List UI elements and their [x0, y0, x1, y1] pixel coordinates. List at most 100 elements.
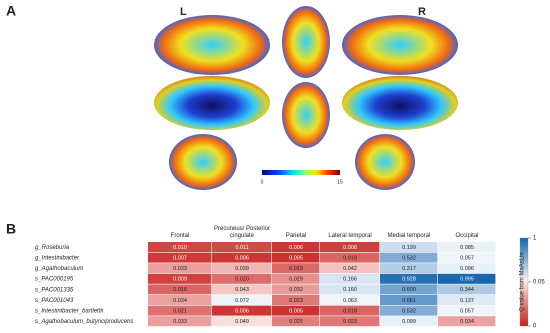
cell-label: 0.160	[343, 287, 357, 293]
brain-colorbar-ticks: 0 15	[261, 179, 343, 185]
cell-label: 0.085	[460, 245, 474, 251]
heat-cell	[212, 252, 272, 263]
cell-label: 0.661	[402, 298, 416, 304]
heat-cell	[148, 273, 212, 284]
cell-label: 0.009	[173, 277, 187, 283]
column-header: Parietal	[285, 233, 307, 239]
brain-anterior	[169, 134, 237, 190]
heat-cell	[438, 284, 496, 295]
row-label: g_Roseburia	[35, 245, 70, 251]
heat-cell	[272, 305, 320, 316]
cell-label: 0.043	[235, 287, 249, 293]
heat-cell	[148, 284, 212, 295]
cell-label: 0.063	[343, 298, 357, 304]
brain-medial-right	[342, 76, 458, 130]
cell-label: 0.011	[235, 245, 248, 251]
brain-superior	[282, 6, 330, 78]
heat-cell	[212, 263, 272, 274]
heat-cell	[212, 316, 272, 327]
brain-colorbar	[262, 170, 340, 175]
heat-cell	[380, 263, 438, 274]
cell-label: 0.995	[460, 277, 474, 283]
cell-label: 0.317	[402, 266, 416, 272]
column-header: Occipital	[455, 233, 479, 239]
cell-label: 0.005	[289, 255, 303, 261]
hemisphere-label: L	[180, 6, 187, 18]
heat-cell	[380, 252, 438, 263]
heat-cell	[148, 252, 212, 263]
heat-cell	[272, 252, 320, 263]
column-header: Frontal	[170, 233, 190, 239]
colorbar-label: Q value from MaAsLin	[520, 252, 526, 311]
brain-lateral-right	[342, 15, 458, 75]
heat-cell	[148, 242, 212, 252]
heat-cell	[272, 242, 320, 252]
row-label: s_Agathobaculum_butyriciproducens	[35, 319, 133, 325]
cell-label: 0.039	[235, 266, 249, 272]
heat-cell	[380, 273, 438, 284]
heat-cell	[148, 305, 212, 316]
heat-cell	[272, 284, 320, 295]
heat-cell	[320, 242, 380, 252]
cell-label: 0.032	[289, 287, 303, 293]
heat-cell	[272, 295, 320, 305]
cell-label: 0.199	[402, 245, 416, 251]
heat-cell	[212, 305, 272, 316]
colorbar-tick-label: 0	[533, 324, 537, 330]
heat-cell	[438, 242, 496, 252]
heat-cell	[212, 242, 272, 252]
colorbar-tick-label: 0.05	[533, 280, 545, 286]
cell-label: 0.600	[402, 287, 416, 293]
heat-cell	[212, 273, 272, 284]
column-header: Medial temporal	[387, 233, 431, 239]
heatmap: g_Roseburia 0.010 0.011 0.006 0.008 0.199 0.08…	[35, 242, 496, 327]
cell-label: 0.137	[460, 298, 474, 304]
heat-cell	[320, 284, 380, 295]
cell-label: 0.057	[460, 255, 474, 261]
cell-label: 0.049	[235, 319, 249, 325]
cell-label: 0.006	[289, 245, 303, 251]
heat-cell	[380, 305, 438, 316]
heat-cell	[272, 273, 320, 284]
cell-label: 0.029	[289, 277, 303, 283]
cell-label: 0.034	[460, 319, 474, 325]
heat-cell	[320, 273, 380, 284]
cell-label: 0.023	[343, 319, 357, 325]
column-header: Precuneus/ Posterior cingulate	[213, 226, 271, 239]
cell-label: 0.018	[343, 255, 357, 261]
cell-label: 0.042	[343, 266, 357, 272]
cell-label: 0.928	[402, 277, 416, 283]
cell-label: 0.025	[289, 319, 303, 325]
hemisphere-label: R	[418, 6, 426, 18]
cell-label: 0.019	[289, 266, 303, 272]
cell-label: 0.532	[402, 255, 416, 261]
heat-cell	[320, 316, 380, 327]
heat-cell	[438, 263, 496, 274]
panel-label: B	[6, 221, 16, 237]
heat-cell	[148, 295, 212, 305]
cell-label: 0.018	[343, 308, 357, 314]
heat-cell	[438, 252, 496, 263]
cell-label: 0.008	[343, 245, 357, 251]
cell-label: 0.532	[402, 308, 416, 314]
brain-posterior	[355, 134, 415, 190]
row-label: g_Intestinibacter	[35, 255, 80, 261]
row-label: s_Intestinibacter_bartlettii	[35, 308, 104, 314]
cell-label: 0.099	[402, 319, 416, 325]
heat-cell	[438, 316, 496, 327]
row-label: s_PAC001335	[35, 287, 74, 293]
heat-cell	[380, 295, 438, 305]
heat-cell	[148, 316, 212, 327]
heat-cell	[380, 284, 438, 295]
cell-label: 0.166	[343, 277, 357, 283]
cell-label: 0.034	[173, 298, 187, 304]
cell-label: 0.021	[173, 308, 187, 314]
row-label: s_PAC000195	[35, 277, 74, 283]
cell-label: 0.033	[173, 319, 187, 325]
cell-label: 0.096	[460, 266, 474, 272]
heat-cell	[272, 316, 320, 327]
heat-cell	[380, 316, 438, 327]
brain-images	[154, 6, 458, 190]
